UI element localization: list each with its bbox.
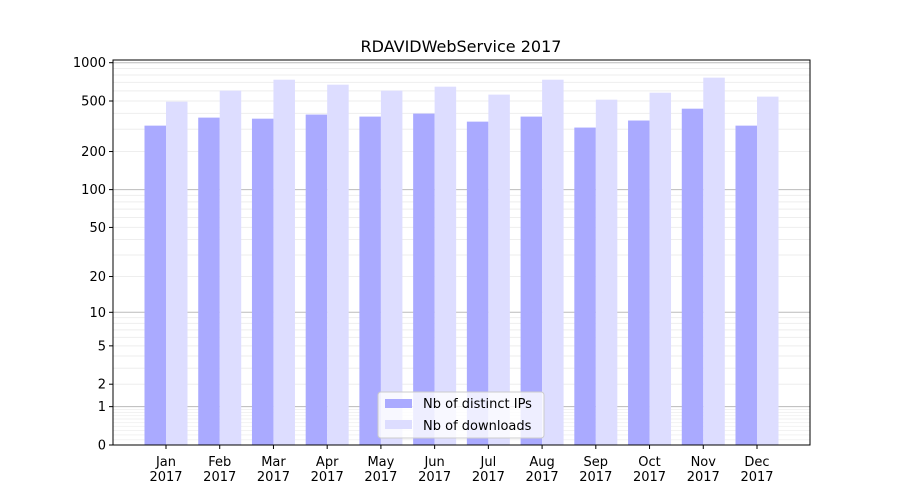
bar-downloads: [595, 99, 618, 445]
legend: Nb of distinct IPs Nb of downloads: [377, 391, 545, 439]
bar-distinct-ips: [574, 127, 596, 445]
bar-distinct-ips: [466, 121, 489, 445]
bar-distinct-ips: [735, 125, 757, 446]
y-tick-label: 1000: [73, 56, 106, 71]
legend-swatch-downloads: [385, 420, 412, 429]
y-tick-label: 500: [81, 94, 106, 109]
bar-downloads: [219, 90, 242, 445]
y-axis: 0 1 2 5 10 20 50 100 200 500 1000: [73, 56, 113, 454]
x-axis: Jan 2017 Feb 2017 Mar 2017 Apr 2017 May 2017 Jun 20…: [149, 445, 774, 485]
bar-downloads: [488, 94, 510, 446]
bar-downloads: [757, 96, 779, 445]
x-tick-label: Nov 2017: [687, 455, 720, 485]
plot-frame: [112, 59, 811, 446]
bars: [144, 77, 779, 446]
bar-distinct-ips: [305, 114, 328, 446]
bar-downloads: [380, 90, 403, 445]
y-tick-label: 1: [98, 400, 106, 415]
y-tick-label: 10: [89, 306, 106, 321]
y-tick-label: 0: [98, 439, 106, 454]
bar-downloads: [166, 101, 188, 445]
x-tick-label: Aug 2017: [526, 455, 559, 485]
bar-distinct-ips: [520, 116, 543, 445]
bar-distinct-ips: [198, 117, 220, 446]
bar-distinct-ips: [251, 118, 274, 445]
bar-distinct-ips: [359, 116, 381, 445]
legend-swatch-ips: [385, 399, 412, 408]
chart-title: RDAVIDWebService 2017: [361, 37, 562, 56]
x-tick-label: Sep 2017: [579, 455, 612, 485]
y-tick-label: 2: [98, 378, 106, 393]
legend-label-ips: Nb of distinct IPs: [423, 397, 532, 412]
x-tick-label: Mar 2017: [257, 455, 290, 485]
bar-distinct-ips: [144, 125, 166, 446]
bar-downloads: [434, 86, 457, 445]
x-tick-label: Oct 2017: [633, 455, 666, 485]
y-tick-label: 50: [89, 221, 106, 236]
bar-downloads: [273, 79, 295, 445]
y-tick-label: 20: [89, 270, 106, 285]
bar-distinct-ips: [681, 108, 704, 445]
bar-distinct-ips: [413, 113, 435, 445]
bar-distinct-ips: [628, 120, 650, 446]
y-tick-label: 100: [81, 183, 106, 198]
bar-downloads: [327, 84, 349, 445]
bar-downloads: [542, 79, 564, 445]
x-tick-label: May 2017: [364, 455, 397, 485]
x-tick-label: Feb 2017: [203, 455, 236, 485]
bar-downloads: [649, 92, 672, 445]
x-tick-label: Jan 2017: [149, 455, 182, 485]
x-tick-label: Jun 2017: [418, 455, 451, 485]
legend-box: [377, 391, 545, 439]
legend-label-downloads: Nb of downloads: [423, 419, 532, 434]
x-tick-label: Apr 2017: [311, 455, 344, 485]
y-tick-label: 5: [98, 339, 106, 354]
bar-downloads: [703, 77, 725, 445]
x-tick-label: Jul 2017: [472, 455, 505, 485]
y-tick-label: 200: [81, 145, 106, 160]
x-tick-label: Dec 2017: [740, 455, 773, 485]
